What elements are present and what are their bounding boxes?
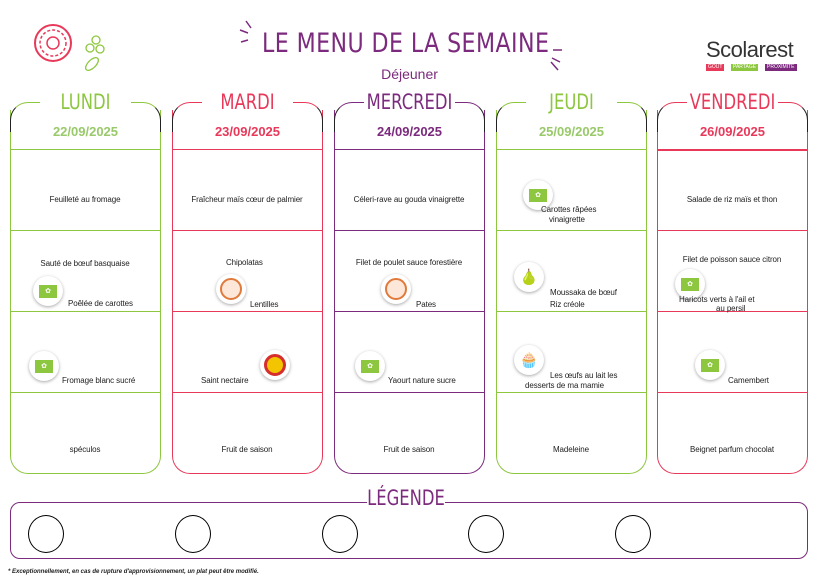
day-date: 22/09/2025 xyxy=(52,124,119,139)
legend-slot xyxy=(615,515,651,553)
page-title: LE MENU DE LA SEMAINE xyxy=(262,28,550,59)
menu-item: Riz créole xyxy=(550,300,585,309)
day-column-mardi: MARDI 23/09/2025 xyxy=(171,90,324,474)
menu-item: desserts de ma mamie xyxy=(525,381,604,390)
legend-slot xyxy=(28,515,64,553)
day-column-lundi: LUNDI 22/09/2025 xyxy=(9,90,162,474)
menu-item: Sauté de bœuf basquaise xyxy=(40,259,130,268)
menu-item: Saint nectaire xyxy=(201,376,249,385)
menu-item: Céleri-rave au gouda vinaigrette xyxy=(353,195,465,204)
logo-tag: PROXIMITÉ xyxy=(765,64,797,71)
menu-item: spéculos xyxy=(69,445,101,454)
menu-item: Filet de poulet sauce forestière xyxy=(355,258,463,267)
logo-tag: GOÛT xyxy=(706,64,725,71)
label-rouge-icon xyxy=(216,274,246,304)
menu-item: Madeleine xyxy=(552,445,589,454)
menu-item: Haricots verts à l'ail et xyxy=(679,295,755,304)
day-date: 24/09/2025 xyxy=(376,124,443,139)
day-name: MARDI xyxy=(220,90,275,114)
legend-slot xyxy=(175,515,211,553)
footnote: * Exceptionnellement, en cas de rupture … xyxy=(8,569,259,575)
homemade-dessert-icon: 🧁 xyxy=(514,345,544,375)
day-date: 26/09/2025 xyxy=(699,124,766,139)
legend-title: LÉGENDE xyxy=(367,486,445,510)
menu-item: au persil xyxy=(716,304,746,313)
bio-label-icon: ✿ xyxy=(355,351,385,381)
menu-item: Fromage blanc sucré xyxy=(62,376,136,385)
day-column-vendredi: VENDREDI 26/09/2025 xyxy=(656,90,809,474)
menu-item: Les œufs au lait les xyxy=(550,371,618,380)
menu-item: Camembert xyxy=(728,376,769,385)
legend-box xyxy=(10,502,808,559)
day-name: VENDREDI xyxy=(689,90,776,114)
day-column-mercredi: MERCREDI 24/09/2025 xyxy=(333,90,486,474)
title-accent-left xyxy=(239,20,252,43)
menu-item: Fraîcheur maïs cœur de palmier xyxy=(191,195,303,204)
logo-tag: PARTAGE xyxy=(731,64,759,71)
legend-slot xyxy=(322,515,358,553)
title-accent-right xyxy=(550,49,562,71)
menu-item: Salade de riz maïs et thon xyxy=(686,195,778,204)
bio-label-icon: ✿ xyxy=(33,276,63,306)
bio-label-icon: ✿ xyxy=(675,269,705,299)
day-date: 23/09/2025 xyxy=(214,124,281,139)
menu-item: Yaourt nature sucre xyxy=(388,376,456,385)
menu-item: Beignet parfum chocolat xyxy=(690,445,774,454)
day-column-jeudi: JEUDI 25/09/2025 xyxy=(495,90,648,474)
meal-subtitle: Déjeuner xyxy=(381,66,438,82)
aop-icon xyxy=(260,350,290,380)
menu-item: Moussaka de bœuf xyxy=(550,288,617,297)
day-name: LUNDI xyxy=(60,90,111,114)
vegetables-icon: 🍐 xyxy=(514,262,544,292)
decorative-plate-icon xyxy=(34,24,105,71)
menu-item: Carottes râpées xyxy=(541,205,597,214)
legend-slot xyxy=(468,515,504,553)
menu-item: Poêlée de carottes xyxy=(68,299,133,308)
menu-item: Fruit de saison xyxy=(383,445,435,454)
menu-item: Pates xyxy=(416,300,436,309)
day-name: JEUDI xyxy=(549,90,594,114)
menu-item: Feuilleté au fromage xyxy=(49,195,121,204)
bio-label-icon: ✿ xyxy=(29,351,59,381)
menu-item: Lentilles xyxy=(250,300,279,309)
menu-item: vinaigrette xyxy=(549,215,585,224)
day-date: 25/09/2025 xyxy=(538,124,605,139)
day-name: MERCREDI xyxy=(366,90,453,114)
label-rouge-icon xyxy=(381,274,411,304)
scolarest-logo: Scolarest xyxy=(706,37,794,62)
menu-item: Chipolatas xyxy=(226,258,263,267)
menu-item: Fruit de saison xyxy=(221,445,273,454)
bio-label-icon: ✿ xyxy=(695,350,725,380)
menu-item: Filet de poisson sauce citron xyxy=(682,255,782,264)
bio-label-icon: ✿ xyxy=(523,180,553,210)
